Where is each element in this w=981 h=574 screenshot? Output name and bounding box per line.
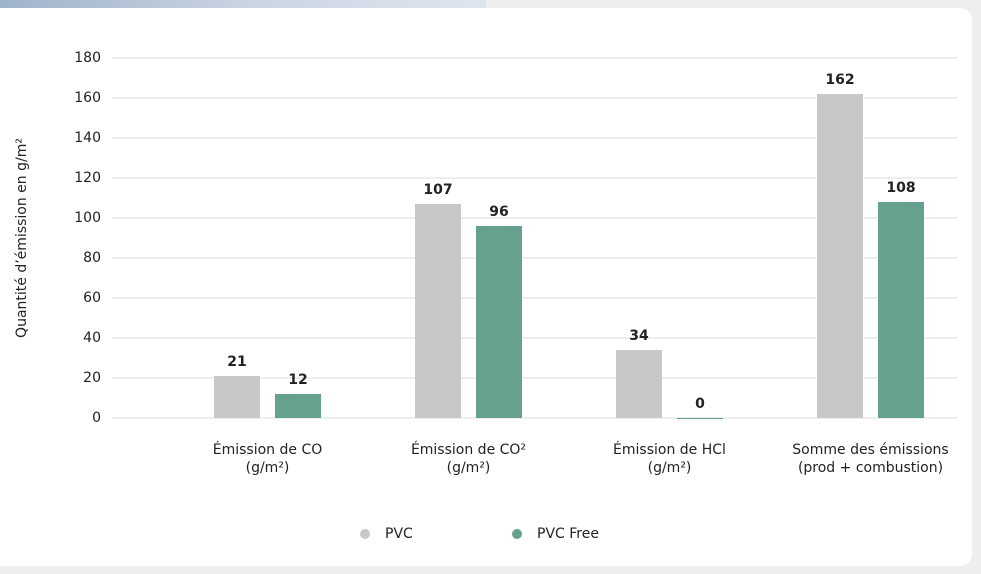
x-tick-label: (g/m²) (246, 460, 290, 476)
value-label: 12 (288, 372, 307, 388)
y-tick-label: 140 (74, 130, 101, 146)
y-axis-label: Quantité d’émission en g/m² (14, 138, 30, 338)
legend-marker (512, 529, 522, 539)
y-tick-label: 40 (83, 330, 101, 346)
y-tick-label: 80 (83, 250, 101, 266)
x-tick-label: Émission de CO (213, 441, 322, 458)
bar (415, 204, 461, 418)
x-tick-label: (prod + combustion) (798, 460, 943, 476)
bar (476, 226, 522, 418)
value-label: 107 (423, 182, 452, 198)
y-tick-label: 0 (92, 410, 101, 426)
y-tick-label: 20 (83, 370, 101, 386)
bar (214, 376, 260, 418)
bar (616, 350, 662, 418)
bar (817, 94, 863, 418)
legend-label: PVC (385, 526, 413, 542)
value-label: 162 (825, 72, 854, 88)
y-tick-label: 100 (74, 210, 101, 226)
value-label: 108 (886, 180, 915, 196)
x-tick-label: Émission de HCl (613, 441, 726, 458)
value-label: 96 (489, 204, 508, 220)
bar (275, 394, 321, 418)
x-tick-label: Somme des émissions (792, 442, 948, 458)
x-tick-label: (g/m²) (648, 460, 692, 476)
legend-marker (360, 529, 370, 539)
value-label: 21 (227, 354, 246, 370)
bar (878, 202, 924, 418)
x-tick-label: Émission de CO² (411, 441, 526, 458)
y-tick-label: 160 (74, 90, 101, 106)
y-tick-label: 180 (74, 50, 101, 66)
value-label: 0 (695, 396, 705, 412)
y-tick-label: 60 (83, 290, 101, 306)
x-tick-label: (g/m²) (447, 460, 491, 476)
legend-label: PVC Free (537, 526, 599, 542)
y-tick-label: 120 (74, 170, 101, 186)
bar (677, 418, 723, 419)
value-label: 34 (629, 328, 649, 344)
